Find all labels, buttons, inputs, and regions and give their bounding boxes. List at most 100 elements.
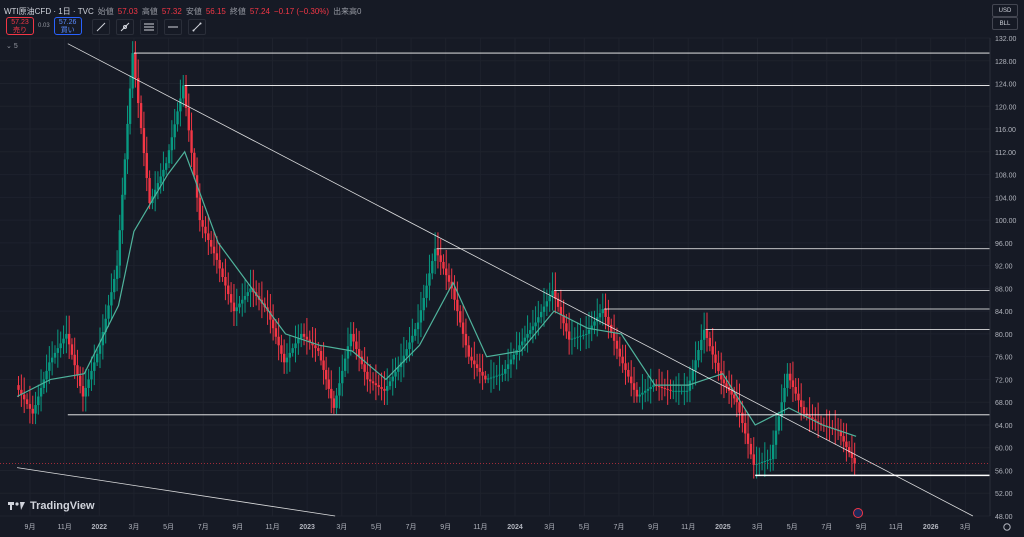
- x-tick-label: 5月: [579, 523, 590, 531]
- x-tick-label: 5月: [163, 523, 174, 531]
- price-candle-body: [162, 169, 165, 177]
- price-candle-body: [694, 360, 697, 371]
- price-candle-body: [774, 430, 778, 445]
- buy-label: 買い: [60, 27, 75, 34]
- price-candle-body: [56, 348, 60, 353]
- price-candle-body: [584, 333, 588, 335]
- price-candle-body: [330, 388, 333, 399]
- price-candle-body: [567, 331, 571, 340]
- currency-button[interactable]: USD: [992, 4, 1018, 17]
- price-candle-body: [717, 362, 720, 372]
- price-candle-body: [461, 322, 465, 334]
- price-candle-body: [495, 375, 498, 377]
- price-candle-body: [170, 137, 174, 151]
- price-candle-body: [17, 385, 20, 390]
- settings-gear-icon[interactable]: [1003, 523, 1011, 531]
- horizontal-line-icon[interactable]: [164, 19, 182, 35]
- x-tick-label: 3月: [544, 523, 555, 531]
- price-candle-body: [274, 328, 278, 337]
- price-candle-body: [311, 342, 314, 346]
- price-candle-body: [187, 107, 190, 131]
- low-value: 56.15: [205, 6, 226, 16]
- price-candle-body: [638, 394, 641, 397]
- price-candle-body: [573, 337, 576, 339]
- price-candle-body: [204, 226, 207, 234]
- price-candle-body: [436, 248, 440, 256]
- price-candle-body: [794, 387, 797, 394]
- price-candle-body: [212, 246, 216, 254]
- indicator-toggle[interactable]: ⌄ 5: [6, 43, 18, 50]
- price-candle-body: [598, 313, 602, 318]
- price-candle-body: [504, 368, 507, 374]
- price-axis-panel[interactable]: [990, 0, 1024, 537]
- price-candle-body: [37, 396, 40, 406]
- close-label: 終値: [229, 6, 246, 16]
- price-candle-body: [845, 441, 848, 448]
- price-candle-body: [467, 345, 470, 357]
- symbol-title[interactable]: WTI原油CFD · 1日 · TVC: [4, 6, 94, 16]
- price-candle-body: [198, 197, 202, 221]
- x-tick-label: 3月: [336, 523, 347, 531]
- price-candle-body: [529, 330, 532, 334]
- price-candle-body: [545, 301, 549, 307]
- price-candle-body: [498, 374, 501, 376]
- y-tick-label: 88.00: [995, 286, 1013, 293]
- price-candle-body: [159, 176, 162, 184]
- price-candle-body: [725, 383, 728, 388]
- y-tick-label: 104.00: [995, 195, 1017, 202]
- price-candle-body: [87, 379, 90, 388]
- price-candle-body: [579, 335, 582, 337]
- buy-button[interactable]: 57.26 買い: [53, 17, 82, 35]
- price-candle-body: [629, 376, 633, 384]
- ruler-tool-icon[interactable]: [116, 19, 134, 35]
- x-tick-label: 9月: [232, 523, 243, 531]
- price-candle-body: [657, 386, 661, 388]
- sell-button[interactable]: 57.23 売り: [6, 17, 34, 35]
- pencil-tool-icon[interactable]: [92, 19, 110, 35]
- trendline-icon[interactable]: [188, 19, 206, 35]
- price-candle-body: [182, 85, 185, 99]
- price-candle-body: [374, 383, 378, 386]
- price-candle-body: [489, 377, 493, 379]
- price-candle-body: [95, 353, 99, 363]
- price-candle-body: [766, 460, 769, 462]
- price-candle-body: [646, 388, 650, 391]
- x-tick-label: 2026: [923, 524, 939, 531]
- y-tick-label: 120.00: [995, 104, 1017, 111]
- unit-button[interactable]: BLL: [992, 17, 1018, 30]
- trendline[interactable]: [17, 467, 336, 517]
- price-candle-body: [218, 259, 221, 269]
- price-candle-body: [786, 373, 789, 388]
- trendline[interactable]: [67, 43, 974, 517]
- x-tick-label: 11月: [889, 523, 903, 531]
- price-candle-body: [635, 389, 639, 397]
- price-candle-body: [142, 128, 146, 154]
- open-label: 始値: [97, 6, 114, 16]
- fib-tool-icon[interactable]: [140, 19, 158, 35]
- y-tick-label: 56.00: [995, 468, 1013, 475]
- price-candle-body: [229, 294, 233, 303]
- price-candle-body: [190, 130, 193, 153]
- price-candle-body: [714, 354, 717, 363]
- price-candle-body: [352, 333, 355, 342]
- price-candle-body: [322, 360, 325, 370]
- price-candle-body: [402, 355, 406, 363]
- price-candle-body: [615, 340, 619, 349]
- price-candle-body: [20, 389, 23, 395]
- price-candle-body: [48, 362, 51, 371]
- indicator-count: 5: [13, 43, 18, 50]
- price-candle-body: [445, 268, 448, 276]
- price-candle-body: [518, 345, 521, 351]
- price-candle-body: [733, 394, 736, 399]
- price-candle-body: [593, 321, 596, 326]
- price-candle-body: [76, 365, 79, 376]
- price-candle-body: [90, 370, 93, 380]
- price-candle-body: [652, 385, 655, 388]
- price-candle-body: [526, 333, 529, 338]
- price-candle-body: [808, 415, 811, 418]
- price-candle-body: [644, 390, 647, 393]
- price-candle-body: [294, 343, 297, 349]
- event-marker-icon[interactable]: [853, 508, 864, 518]
